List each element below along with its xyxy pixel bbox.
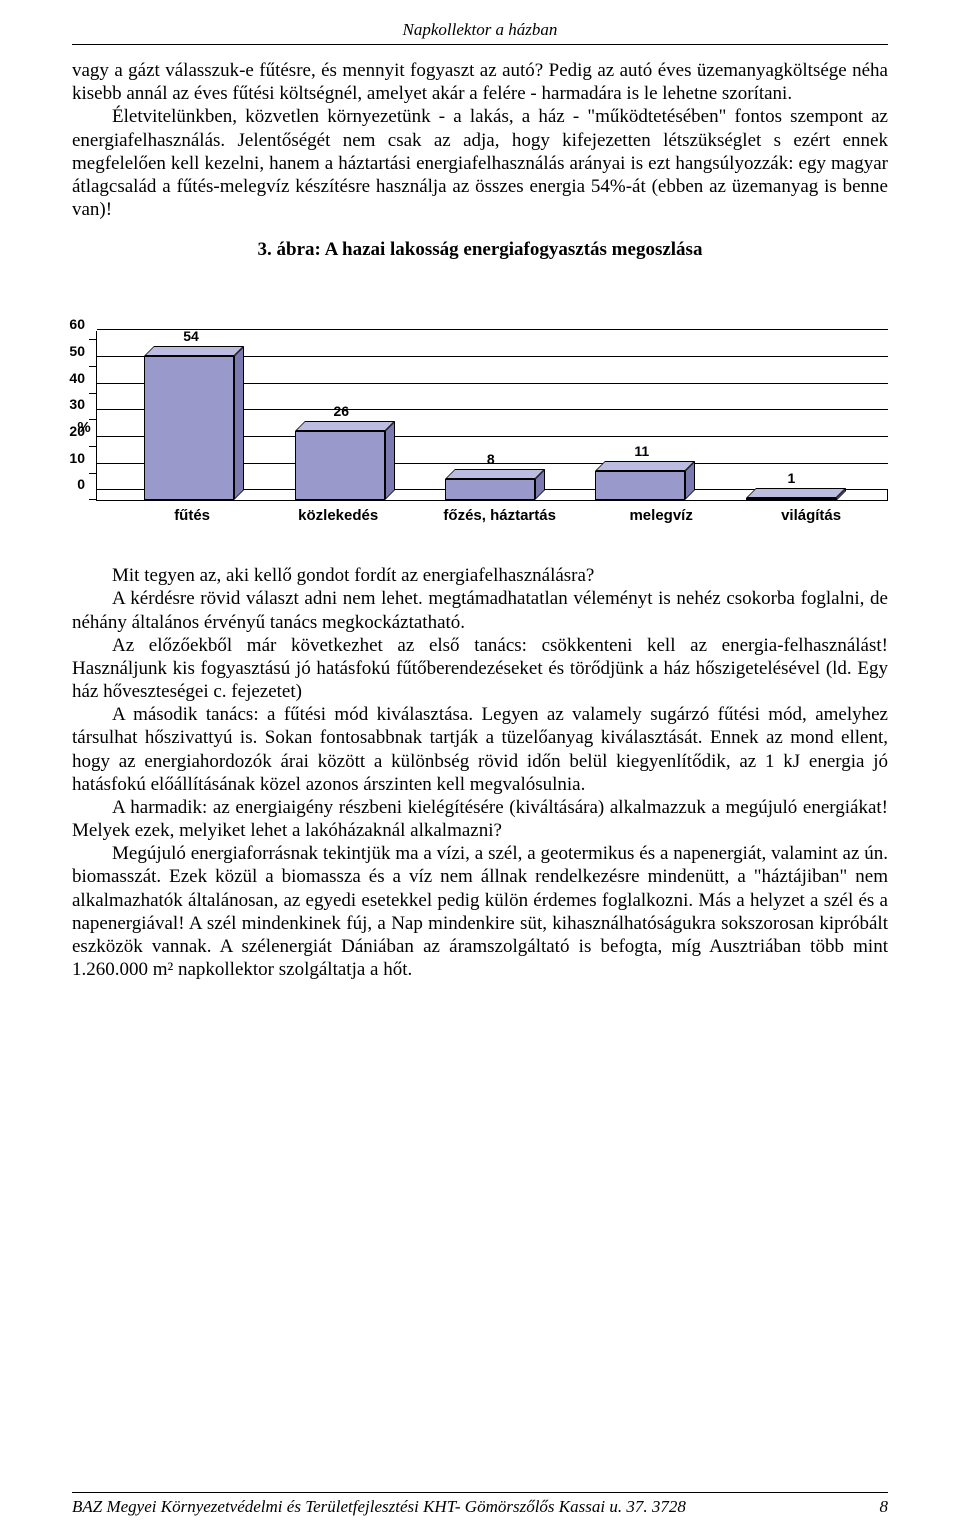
energy-chart: % 010203040506054268111 fűtésközlekedésf… xyxy=(72,331,888,524)
paragraph-5: Az előzőekből már következhet az első ta… xyxy=(72,634,888,704)
bar-top xyxy=(295,421,395,431)
x-axis: fűtésközlekedésfőzés, háztartásmelegvízv… xyxy=(96,507,888,524)
footer-row: BAZ Megyei Környezetvédelmi és Területfe… xyxy=(72,1497,888,1517)
bar-front xyxy=(295,431,385,500)
footer-page-number: 8 xyxy=(880,1497,889,1517)
bar-value-label: 11 xyxy=(634,443,649,459)
bar-value-label: 1 xyxy=(787,470,795,486)
bar-value-label: 8 xyxy=(487,451,495,467)
bar-top xyxy=(445,469,545,479)
y-tick xyxy=(89,446,97,447)
x-label: főzés, háztartás xyxy=(411,507,588,524)
y-tick xyxy=(89,366,97,367)
x-label: fűtés xyxy=(119,507,265,524)
bar-value-label: 26 xyxy=(334,403,350,419)
y-tick-label: 10 xyxy=(69,450,85,466)
y-tick-label: 60 xyxy=(69,316,85,332)
chart-frame: % 010203040506054268111 fűtésközlekedésf… xyxy=(72,331,888,524)
x-label: melegvíz xyxy=(588,507,734,524)
paragraph-6: A második tanács: a fűtési mód kiválaszt… xyxy=(72,703,888,796)
paragraph-1: vagy a gázt válasszuk-e fűtésre, és menn… xyxy=(72,59,888,105)
x-label: világítás xyxy=(734,507,888,524)
y-tick-label: 40 xyxy=(69,370,85,386)
paragraph-2: Életvitelünkben, közvetlen környezetünk … xyxy=(72,105,888,221)
bar-melegvíz: 11 xyxy=(595,461,685,500)
y-tick xyxy=(89,499,97,500)
chart-gridline xyxy=(97,329,888,330)
y-tick xyxy=(89,339,97,340)
bar-front xyxy=(144,356,234,500)
plot-column: 010203040506054268111 fűtésközlekedésfőz… xyxy=(96,331,888,524)
footer-left: BAZ Megyei Környezetvédelmi és Területfe… xyxy=(72,1497,686,1517)
y-tick-label: 50 xyxy=(69,343,85,359)
bar-front xyxy=(445,479,535,500)
top-rule xyxy=(72,44,888,45)
paragraph-3: Mit tegyen az, aki kellő gondot fordít a… xyxy=(72,564,888,587)
bar-top xyxy=(595,461,695,471)
y-tick xyxy=(89,419,97,420)
y-tick-label: 0 xyxy=(77,476,85,492)
bar-side xyxy=(234,346,244,500)
bar-főzés-háztartás: 8 xyxy=(445,469,535,500)
y-tick-label: 20 xyxy=(69,423,85,439)
running-head: Napkollektor a házban xyxy=(72,20,888,40)
y-tick xyxy=(89,473,97,474)
x-label: közlekedés xyxy=(265,507,411,524)
bar-közlekedés: 26 xyxy=(295,421,385,500)
bar-top xyxy=(144,346,244,356)
plot-area: 010203040506054268111 xyxy=(96,331,888,501)
y-tick-label: 30 xyxy=(69,396,85,412)
paragraph-7: A harmadik: az energiaigény részbeni kie… xyxy=(72,796,888,842)
bar-front xyxy=(595,471,685,500)
y-tick xyxy=(89,393,97,394)
paragraph-4: A kérdésre rövid választ adni nem lehet.… xyxy=(72,587,888,633)
chart-caption: 3. ábra: A hazai lakosság energiafogyasz… xyxy=(72,239,888,261)
bar-világítás: 1 xyxy=(746,488,836,501)
paragraph-8: Megújuló energiaforrásnak tekintjük ma a… xyxy=(72,842,888,981)
page-footer: BAZ Megyei Környezetvédelmi és Területfe… xyxy=(72,1492,888,1517)
bar-value-label: 54 xyxy=(183,328,199,344)
bar-top xyxy=(746,488,846,498)
bar-fűtés: 54 xyxy=(144,346,234,500)
bar-side xyxy=(385,421,395,500)
footer-rule xyxy=(72,1492,888,1493)
page: Napkollektor a házban vagy a gázt válass… xyxy=(0,0,960,1531)
